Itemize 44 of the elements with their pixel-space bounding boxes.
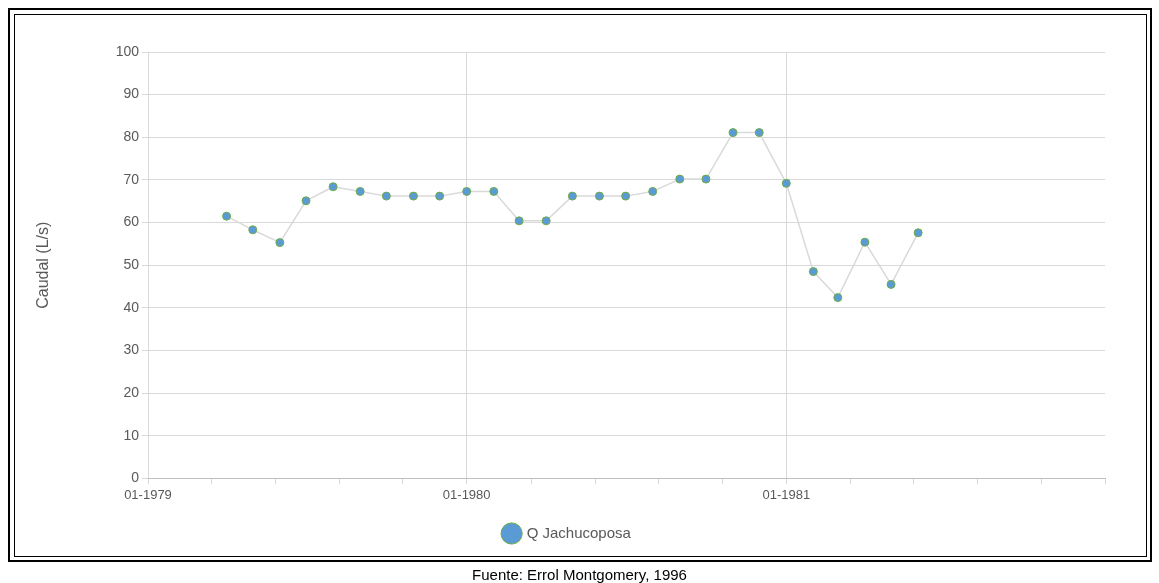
y-tick-label: 100 (115, 42, 140, 59)
point (567, 191, 577, 201)
y-tick-label: 10 (123, 426, 140, 443)
point (913, 228, 923, 238)
y-tick-label: 60 (123, 213, 140, 230)
y-tick-label: 80 (123, 128, 140, 145)
point (301, 196, 311, 206)
point (489, 186, 499, 196)
point (808, 267, 818, 277)
point (886, 279, 896, 289)
y-tick-label: 90 (123, 85, 140, 102)
legend-label: Q Jachucoposa (526, 523, 632, 541)
point (514, 216, 524, 226)
y-tick-label: 50 (123, 256, 140, 273)
point (648, 186, 658, 196)
point (860, 237, 870, 247)
point (462, 186, 472, 196)
y-axis-title: Caudal (L/s) (34, 221, 52, 309)
point (435, 191, 445, 201)
point (594, 191, 604, 201)
x-tick-label: 01-1981 (762, 486, 811, 502)
y-tick-label: 30 (123, 341, 140, 358)
x-tick-label: 01-1980 (442, 486, 491, 502)
point (408, 191, 418, 201)
y-tick-label: 20 (123, 383, 140, 400)
point (541, 216, 551, 226)
point (381, 191, 391, 201)
point (675, 174, 685, 184)
point (781, 178, 791, 188)
point (222, 211, 232, 221)
point (728, 128, 738, 138)
point (701, 174, 711, 184)
point (328, 182, 338, 192)
x-tick-label: 01-1979 (124, 486, 172, 502)
point (275, 238, 285, 248)
point (248, 225, 258, 235)
point (355, 186, 365, 196)
y-tick-label: 70 (123, 170, 140, 187)
point (754, 128, 764, 138)
point (833, 293, 843, 303)
point (621, 191, 631, 201)
y-tick-label: 0 (131, 469, 140, 486)
y-tick-label: 40 (123, 298, 140, 315)
source-note: Fuente: Errol Montgomery, 1996 (471, 566, 688, 583)
